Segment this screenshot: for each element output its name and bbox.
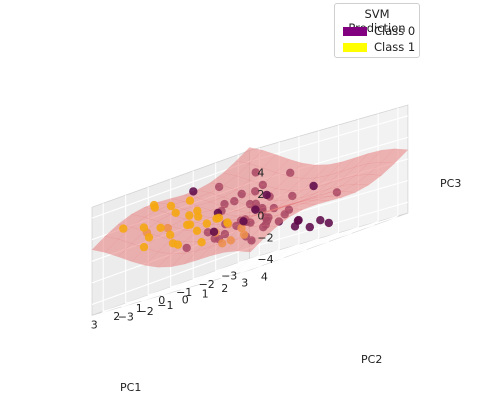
y-tick-label: 1 [202, 288, 209, 301]
point-class-1 [173, 240, 183, 249]
legend-label-class-1: Class 1 [374, 40, 416, 54]
point-class-0 [189, 187, 198, 196]
y-tick-label: 0 [182, 293, 189, 306]
point-class-0 [305, 222, 314, 232]
x-tick-label: −3 [221, 270, 237, 283]
point-class-1 [171, 208, 180, 217]
gridline-z-wall [249, 115, 409, 162]
point-class-1 [149, 200, 159, 210]
gridline-y [180, 232, 339, 291]
point-class-1 [139, 242, 149, 252]
surface-patch [91, 236, 119, 253]
point-class-1 [119, 224, 128, 233]
y-tick-label: −1 [157, 299, 173, 312]
y-axis-label: PC2 [361, 353, 382, 366]
point-class-0 [209, 227, 219, 236]
point-class-1 [183, 220, 192, 230]
y-tick-label: 2 [221, 282, 228, 295]
point-class-1 [139, 223, 149, 232]
gridline-y [161, 238, 319, 296]
point-class-1 [185, 196, 195, 205]
point-class-0 [309, 181, 318, 191]
point-class-0 [324, 218, 333, 228]
legend: SVM Prediction Class 0 Class 1 [334, 3, 420, 58]
z-axis-label: PC3 [440, 177, 461, 190]
point-class-1 [156, 223, 165, 232]
point-class-0 [239, 217, 248, 226]
z-tick-label: 0 [257, 210, 264, 223]
point-class-1 [166, 201, 176, 211]
surface-patch [223, 237, 251, 253]
z-tick-label: −2 [257, 231, 273, 244]
z-tick-label: 4 [257, 167, 264, 180]
legend-swatch-class-1 [343, 42, 367, 52]
point-class-0 [293, 216, 303, 225]
point-class-1 [166, 230, 175, 239]
y-tick-label: 3 [241, 276, 248, 289]
surface-patch [104, 238, 132, 258]
gridline-y [220, 221, 379, 279]
x-axis-label: PC1 [120, 381, 141, 394]
x-tick-label: −2 [199, 278, 215, 291]
legend-swatch-class-0 [343, 26, 367, 36]
gridline-y [101, 255, 260, 313]
z-tick-label: −4 [257, 253, 273, 266]
gridline-y [121, 249, 280, 308]
gridline-z [91, 160, 250, 219]
point-class-0 [251, 205, 260, 214]
x-tick-label: −1 [176, 286, 192, 299]
gridline-y [200, 226, 359, 285]
point-class-1 [197, 238, 206, 247]
point-class-1 [144, 233, 154, 242]
surface-patch [197, 242, 225, 261]
y-tick-label: −3 [118, 310, 134, 323]
x-tick-label: 2 [113, 310, 120, 323]
y-tick-label: −2 [138, 305, 154, 318]
point-class-1 [193, 206, 202, 215]
points-front-of-surface [119, 181, 318, 252]
gridline-y [141, 243, 300, 302]
point-class-0 [262, 190, 271, 200]
legend-label-class-0: Class 0 [374, 24, 416, 38]
point-class-1 [185, 211, 194, 220]
gridline-y [240, 215, 399, 274]
gridline-z [91, 247, 250, 306]
x-tick-label: 1 [136, 302, 143, 315]
point-class-1 [214, 213, 224, 222]
z-tick-label: 2 [257, 188, 264, 201]
legend-item-class-1: Class 1 [343, 40, 415, 54]
decision-surface [91, 147, 409, 268]
point-class-0 [316, 216, 325, 225]
x-tick-label: 3 [91, 318, 98, 331]
point-class-1 [223, 218, 232, 227]
point-class-1 [202, 219, 211, 228]
surface-patch [210, 238, 238, 257]
y-tick-label: 4 [261, 271, 268, 284]
legend-item-class-0: Class 0 [343, 24, 415, 38]
point-class-1 [192, 226, 202, 235]
x-tick-label: 0 [158, 294, 165, 307]
